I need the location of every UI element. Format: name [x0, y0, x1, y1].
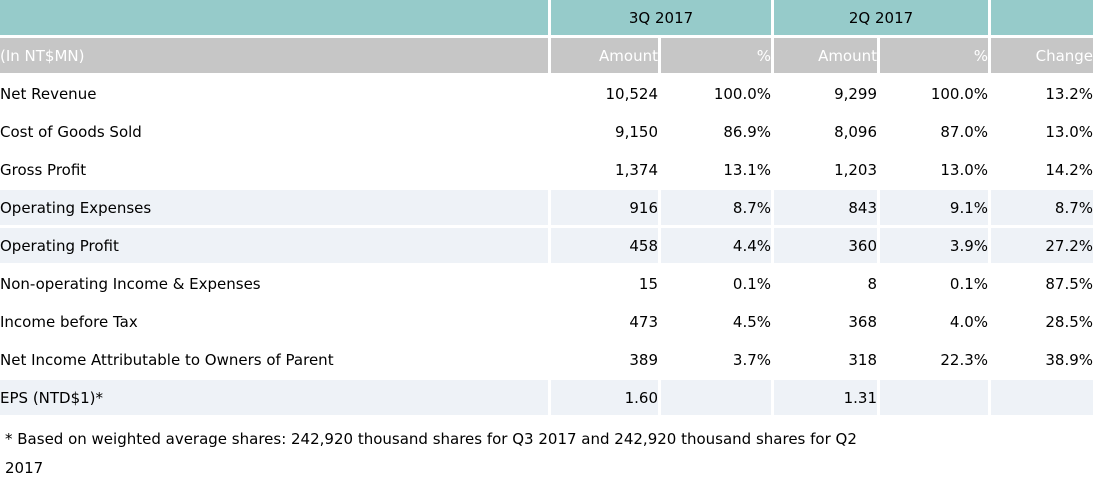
- cell-change: 38.9%: [991, 342, 1093, 380]
- cell-q3-amount: 458: [551, 228, 661, 266]
- cell-q2-amount: 8: [774, 266, 881, 304]
- cell-change: 13.0%: [991, 114, 1093, 152]
- column-header-row: (In NT$MN) Amount % Amount % Change: [0, 38, 1093, 76]
- cell-q3-percent: 4.4%: [661, 228, 775, 266]
- cell-q2-amount: 843: [774, 190, 881, 228]
- table-row: Gross Profit 1,374 13.1% 1,203 13.0% 14.…: [0, 152, 1093, 190]
- cell-q2-percent: 9.1%: [880, 190, 992, 228]
- table-row: Non-operating Income & Expenses 15 0.1% …: [0, 266, 1093, 304]
- table-row: Cost of Goods Sold 9,150 86.9% 8,096 87.…: [0, 114, 1093, 152]
- cell-q3-amount: 1,374: [551, 152, 661, 190]
- row-label: Net Revenue: [0, 76, 551, 114]
- cell-q2-amount: 360: [774, 228, 881, 266]
- cell-q3-amount: 473: [551, 304, 661, 342]
- cell-change: 13.2%: [991, 76, 1093, 114]
- col-header-q3-amount: Amount: [551, 38, 661, 76]
- table-row: Operating Profit 458 4.4% 360 3.9% 27.2%: [0, 228, 1093, 266]
- table-row: Net Revenue 10,524 100.0% 9,299 100.0% 1…: [0, 76, 1093, 114]
- cell-q3-percent: 3.7%: [661, 342, 775, 380]
- cell-q3-amount: 916: [551, 190, 661, 228]
- cell-q3-amount: 15: [551, 266, 661, 304]
- header-quarter-2q2017: 2Q 2017: [774, 0, 992, 38]
- cell-q3-percent: 13.1%: [661, 152, 775, 190]
- table-row: EPS (NTD$1)* 1.60 1.31: [0, 380, 1093, 418]
- cell-q3-amount: 10,524: [551, 76, 661, 114]
- col-header-q3-percent: %: [661, 38, 775, 76]
- financial-results-table: 3Q 2017 2Q 2017 (In NT$MN) Amount % Amou…: [0, 0, 1093, 418]
- row-label: Non-operating Income & Expenses: [0, 266, 551, 304]
- unit-label: (In NT$MN): [0, 38, 551, 76]
- row-label: Income before Tax: [0, 304, 551, 342]
- row-label: Operating Profit: [0, 228, 551, 266]
- table-row: Net Income Attributable to Owners of Par…: [0, 342, 1093, 380]
- row-label: Gross Profit: [0, 152, 551, 190]
- col-header-change: Change: [991, 38, 1093, 76]
- cell-q2-percent: 4.0%: [880, 304, 992, 342]
- row-label: Operating Expenses: [0, 190, 551, 228]
- header-spacer-right: [991, 0, 1093, 38]
- cell-q2-percent: 100.0%: [880, 76, 992, 114]
- header-quarter-3q2017: 3Q 2017: [551, 0, 775, 38]
- cell-q3-percent: [661, 380, 775, 418]
- cell-q3-percent: 86.9%: [661, 114, 775, 152]
- row-label: Net Income Attributable to Owners of Par…: [0, 342, 551, 380]
- cell-q2-amount: 1,203: [774, 152, 881, 190]
- cell-change: [991, 380, 1093, 418]
- cell-q2-amount: 9,299: [774, 76, 881, 114]
- row-label: EPS (NTD$1)*: [0, 380, 551, 418]
- cell-q2-percent: 22.3%: [880, 342, 992, 380]
- cell-q2-percent: 87.0%: [880, 114, 992, 152]
- cell-q2-amount: 318: [774, 342, 881, 380]
- cell-q2-percent: 13.0%: [880, 152, 992, 190]
- cell-q3-amount: 389: [551, 342, 661, 380]
- header-spacer-left: [0, 0, 551, 38]
- col-header-q2-percent: %: [880, 38, 992, 76]
- cell-q3-percent: 0.1%: [661, 266, 775, 304]
- cell-q2-percent: 0.1%: [880, 266, 992, 304]
- cell-q3-percent: 100.0%: [661, 76, 775, 114]
- cell-change: 14.2%: [991, 152, 1093, 190]
- cell-q3-amount: 9,150: [551, 114, 661, 152]
- cell-change: 27.2%: [991, 228, 1093, 266]
- quarter-header-row: 3Q 2017 2Q 2017: [0, 0, 1093, 38]
- row-label: Cost of Goods Sold: [0, 114, 551, 152]
- cell-q2-percent: 3.9%: [880, 228, 992, 266]
- cell-q2-amount: 1.31: [774, 380, 881, 418]
- cell-q3-amount: 1.60: [551, 380, 661, 418]
- table-row: Operating Expenses 916 8.7% 843 9.1% 8.7…: [0, 190, 1093, 228]
- table-row: Income before Tax 473 4.5% 368 4.0% 28.5…: [0, 304, 1093, 342]
- cell-q2-amount: 368: [774, 304, 881, 342]
- cell-q3-percent: 8.7%: [661, 190, 775, 228]
- footnote: * Based on weighted average shares: 242,…: [5, 430, 857, 477]
- cell-change: 8.7%: [991, 190, 1093, 228]
- cell-change: 28.5%: [991, 304, 1093, 342]
- cell-change: 87.5%: [991, 266, 1093, 304]
- cell-q3-percent: 4.5%: [661, 304, 775, 342]
- cell-q2-percent: [880, 380, 992, 418]
- cell-q2-amount: 8,096: [774, 114, 881, 152]
- col-header-q2-amount: Amount: [774, 38, 881, 76]
